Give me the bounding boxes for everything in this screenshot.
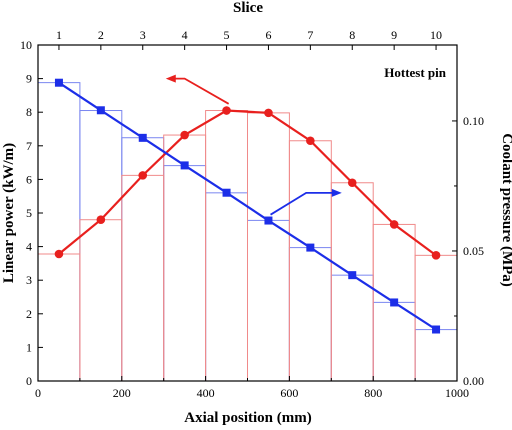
linear-power-point xyxy=(431,251,441,260)
pressure-step-bar xyxy=(79,110,123,382)
pressure-axis-arrow-head xyxy=(331,188,342,197)
power-axis-arrow-head xyxy=(165,74,176,83)
top-tick-label: 1 xyxy=(56,28,62,42)
pressure-step-bar xyxy=(247,219,290,382)
top-tick-label: 6 xyxy=(265,28,271,42)
y-left-tick-label: 7 xyxy=(26,139,32,153)
y-left-tick-label: 9 xyxy=(26,72,32,86)
y-left-tick-label: 8 xyxy=(26,105,32,119)
x-tick-label: 0 xyxy=(35,386,41,400)
power-step-bar xyxy=(37,253,81,382)
pressure-step-bar xyxy=(288,247,332,382)
top-tick-label: 4 xyxy=(182,28,188,42)
x-tick-label: 1000 xyxy=(445,386,469,400)
top-axis-title: Slice xyxy=(233,0,263,16)
y-left-tick-label: 1 xyxy=(26,340,32,354)
top-tick-label: 9 xyxy=(391,28,397,42)
power-step-bar xyxy=(163,134,207,382)
linear-power-point xyxy=(54,249,64,259)
power-step-bar xyxy=(330,182,374,382)
y-left-tick-label: 4 xyxy=(26,240,32,254)
linear-power-point xyxy=(138,171,148,180)
linear-power-point xyxy=(347,178,357,188)
power-step-bar xyxy=(247,112,290,382)
pressure-step-bar xyxy=(372,301,416,382)
linear-power-line xyxy=(58,109,437,257)
coolant-pressure-point xyxy=(306,243,315,252)
power-step-bar xyxy=(79,219,123,382)
top-tick-label: 5 xyxy=(224,28,230,42)
y-left-tick-label: 6 xyxy=(26,172,32,186)
coolant-pressure-point xyxy=(348,271,357,280)
linear-power-point xyxy=(389,220,399,229)
pressure-step-bar xyxy=(205,192,249,382)
coolant-pressure-point xyxy=(264,216,273,225)
top-tick-label: 2 xyxy=(98,28,104,42)
x-tick-label: 200 xyxy=(113,386,131,400)
linear-power-point xyxy=(264,108,273,118)
y-left-tick-label: 10 xyxy=(20,38,32,52)
x-tick-label: 400 xyxy=(197,386,215,400)
y-left-axis-title: Linear power (kW/m) xyxy=(1,143,17,283)
x-tick-label: 600 xyxy=(280,386,298,400)
hottest-pin-annotation: Hottest pin xyxy=(384,65,447,80)
y-right-tick-label: 0.10 xyxy=(463,114,484,128)
pressure-step-bar xyxy=(414,329,458,382)
y-left-tick-label: 5 xyxy=(26,206,32,220)
power-step-bar xyxy=(288,140,332,382)
linear-power-point xyxy=(306,136,315,146)
y-right-tick-label: 0.00 xyxy=(463,374,484,388)
power-axis-arrow xyxy=(173,77,230,105)
linear-power-point xyxy=(96,215,106,225)
top-tick-label: 7 xyxy=(307,28,313,42)
top-tick-label: 10 xyxy=(430,28,442,42)
coolant-pressure-point xyxy=(222,188,231,197)
pressure-step-bar xyxy=(330,274,374,382)
power-step-bar xyxy=(205,110,249,382)
coolant-pressure-point xyxy=(96,106,105,115)
top-tick-label: 8 xyxy=(349,28,355,42)
power-step-bar xyxy=(121,174,165,382)
y-right-axis-title: Coolant pressure (MPa) xyxy=(499,133,512,287)
y-left-tick-label: 2 xyxy=(26,307,32,321)
linear-power-point xyxy=(222,106,231,115)
coolant-pressure-point xyxy=(180,161,189,170)
coolant-pressure-point xyxy=(54,78,63,87)
top-tick-label: 3 xyxy=(140,28,146,42)
coolant-pressure-point xyxy=(390,298,399,307)
pressure-axis-arrow xyxy=(270,191,334,216)
y-right-tick-label: 0.05 xyxy=(463,244,484,258)
coolant-pressure-point xyxy=(432,325,441,334)
pressure-step-bar xyxy=(163,165,207,382)
coolant-pressure-line xyxy=(58,81,437,331)
coolant-pressure-point xyxy=(138,133,147,142)
y-left-tick-label: 0 xyxy=(26,374,32,388)
x-axis-title: Axial position (mm) xyxy=(184,410,312,426)
y-left-tick-label: 3 xyxy=(26,273,32,287)
x-tick-label: 800 xyxy=(364,386,382,400)
linear-power-point xyxy=(180,130,189,140)
power-step-bar xyxy=(414,254,458,382)
pressure-step-bar xyxy=(37,82,81,382)
